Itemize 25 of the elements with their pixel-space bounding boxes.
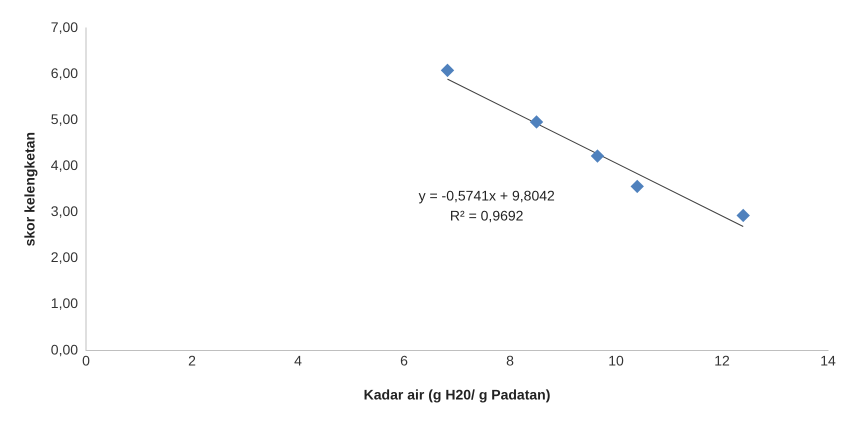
x-tick-label: 6 — [400, 352, 408, 369]
y-tick-label: 1,00 — [50, 295, 78, 312]
point — [590, 150, 604, 163]
y-axis-title: skor kelengketan — [21, 132, 38, 246]
x-tick-label: 2 — [188, 352, 196, 369]
point — [530, 115, 544, 128]
x-tick-label: 8 — [506, 352, 514, 369]
point — [440, 64, 454, 77]
annotation: R² = 0,9692 — [450, 207, 524, 224]
x-axis-title: Kadar air (g H20/ g Padatan) — [364, 386, 550, 402]
annotation: y = -0,5741x + 9,8042 — [418, 187, 556, 204]
x-tick-label: 0 — [82, 352, 90, 369]
x-tick-label: 14 — [820, 352, 836, 369]
y-tick-label: 2,00 — [50, 249, 78, 266]
x-tick-label: 10 — [608, 352, 624, 369]
y-tick-label: 6,00 — [50, 64, 78, 81]
y-tick-label: 7,00 — [50, 18, 78, 35]
y-tick-label: 5,00 — [50, 110, 78, 127]
x-tick-label: 12 — [714, 352, 730, 369]
y-tick-label: 0,00 — [50, 341, 78, 358]
y-tick-label: 4,00 — [50, 157, 78, 174]
y-tick-label: 3,00 — [50, 203, 78, 220]
point — [736, 208, 750, 222]
x-tick-label: 4 — [294, 352, 302, 369]
point — [630, 180, 644, 193]
